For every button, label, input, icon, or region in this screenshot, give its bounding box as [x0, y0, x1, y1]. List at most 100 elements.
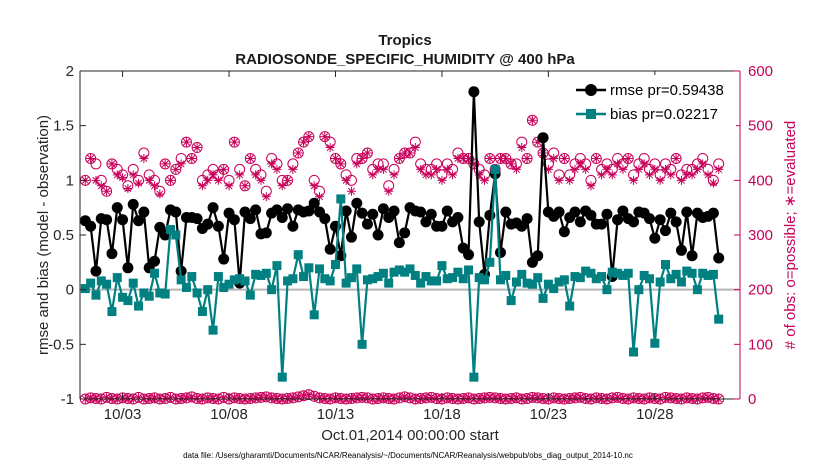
obs-evaluated-low-point — [384, 393, 394, 403]
rmse-point — [324, 243, 336, 255]
bias-point — [171, 230, 181, 240]
obs-evaluated-point — [549, 153, 559, 163]
bias-point — [384, 278, 394, 288]
bias-point — [288, 274, 298, 284]
obs-evaluated-point — [623, 153, 633, 163]
obs-possible-point — [180, 136, 192, 148]
obs-evaluated-point — [224, 181, 234, 191]
bias-point — [299, 272, 309, 282]
obs-evaluated-point — [309, 181, 319, 191]
bias-point — [176, 275, 186, 285]
y-tick-label: 1.5 — [53, 118, 74, 135]
rmse-point — [713, 252, 725, 264]
rmse-point — [681, 206, 693, 218]
obs-evaluated-point — [676, 175, 686, 185]
obs-evaluated-point — [128, 170, 138, 180]
bias-point — [485, 257, 495, 267]
obs-evaluated-low-point — [203, 393, 213, 403]
y2-tick-label: 200 — [748, 282, 773, 299]
rmse-point — [122, 262, 134, 274]
obs-evaluated-point — [150, 181, 160, 191]
obs-evaluated-low-point — [91, 393, 101, 403]
bias-point — [607, 267, 617, 277]
y2-ticks: 0 100 200 300 400 500 600 — [734, 63, 773, 408]
obs-evaluated-point — [160, 159, 170, 169]
obs-evaluated-point — [645, 170, 655, 180]
rmse-point — [191, 213, 203, 225]
obs-evaluated-low-point — [346, 393, 356, 403]
rmse-point — [436, 220, 448, 232]
obs-evaluated-point — [570, 164, 580, 174]
obs-evaluated-point — [373, 164, 383, 174]
legend-box — [568, 75, 736, 129]
obs-evaluated-low-point — [474, 393, 484, 403]
y2-axis-label: # of obs: o=possible; ∗=evaluated — [782, 121, 799, 350]
obs-markers — [79, 114, 725, 202]
legend-rmse-label: rmse pr=0.59438 — [610, 82, 724, 99]
obs-evaluated-point — [485, 153, 495, 163]
obs-evaluated-low-point — [134, 392, 144, 402]
obs-evaluated-low-point — [485, 392, 495, 402]
bias-point — [511, 277, 521, 287]
rmse-point — [707, 207, 719, 219]
obs-evaluated-point — [203, 175, 213, 185]
x-tick-label: 10/13 — [317, 406, 355, 423]
obs-evaluated-point — [283, 175, 293, 185]
obs-possible-point — [484, 152, 496, 164]
obs-evaluated-low-point — [607, 393, 617, 403]
bias-point — [426, 276, 436, 286]
obs-evaluated-low-point — [235, 393, 245, 403]
bias-point — [267, 285, 277, 295]
obs-evaluated-point — [660, 164, 670, 174]
obs-possible-point — [244, 152, 256, 164]
y2-tick-label: 300 — [748, 227, 773, 244]
obs-evaluated-point — [442, 164, 452, 174]
rmse-point — [654, 214, 666, 226]
obs-evaluated-point — [464, 153, 474, 163]
rmse-point — [377, 203, 389, 215]
obs-possible-point — [505, 158, 517, 170]
rmse-point — [665, 207, 677, 219]
obs-evaluated-low-point — [272, 393, 282, 403]
obs-evaluated-point — [416, 164, 426, 174]
obs-evaluated-point — [698, 159, 708, 169]
bias-point — [495, 275, 505, 285]
obs-evaluated-point — [235, 170, 245, 180]
bias-point — [708, 269, 718, 279]
obs-evaluated-point — [565, 175, 575, 185]
bias-point — [261, 268, 271, 278]
obs-evaluated-low-point — [554, 393, 564, 403]
bias-point — [235, 274, 245, 284]
rmse-point — [596, 218, 608, 230]
obs-evaluated-point — [112, 170, 122, 180]
obs-evaluated-point — [394, 153, 404, 163]
obs-evaluated-low-point — [421, 393, 431, 403]
bias-point — [165, 225, 175, 235]
obs-evaluated-point — [251, 170, 261, 180]
obs-evaluated-low-point — [336, 393, 346, 403]
legend-bias-marker — [586, 109, 596, 119]
obs-evaluated-low-point — [613, 392, 623, 402]
obs-evaluated-point — [666, 170, 676, 180]
rmse-point — [494, 246, 506, 258]
y2-tick-label: 500 — [748, 118, 773, 135]
obs-evaluated-low-point — [591, 393, 601, 403]
rmse-point — [388, 205, 400, 217]
bias-point — [469, 372, 479, 382]
y2-tick-label: 600 — [748, 63, 773, 80]
bias-point — [197, 307, 207, 317]
obs-evaluated-low-point — [229, 393, 239, 403]
obs-evaluated-point — [426, 170, 436, 180]
obs-evaluated-low-point — [506, 393, 516, 403]
obs-evaluated-point — [602, 164, 612, 174]
bias-point — [91, 290, 101, 300]
rmse-point — [659, 225, 671, 237]
obs-evaluated-point — [256, 175, 266, 185]
rmse-point — [558, 226, 570, 238]
bias-point — [251, 269, 261, 279]
obs-evaluated-point — [389, 170, 399, 180]
bias-point — [538, 293, 548, 303]
obs-evaluated-low-point — [176, 393, 186, 403]
bias-point — [416, 278, 426, 288]
bias-point — [144, 291, 154, 301]
